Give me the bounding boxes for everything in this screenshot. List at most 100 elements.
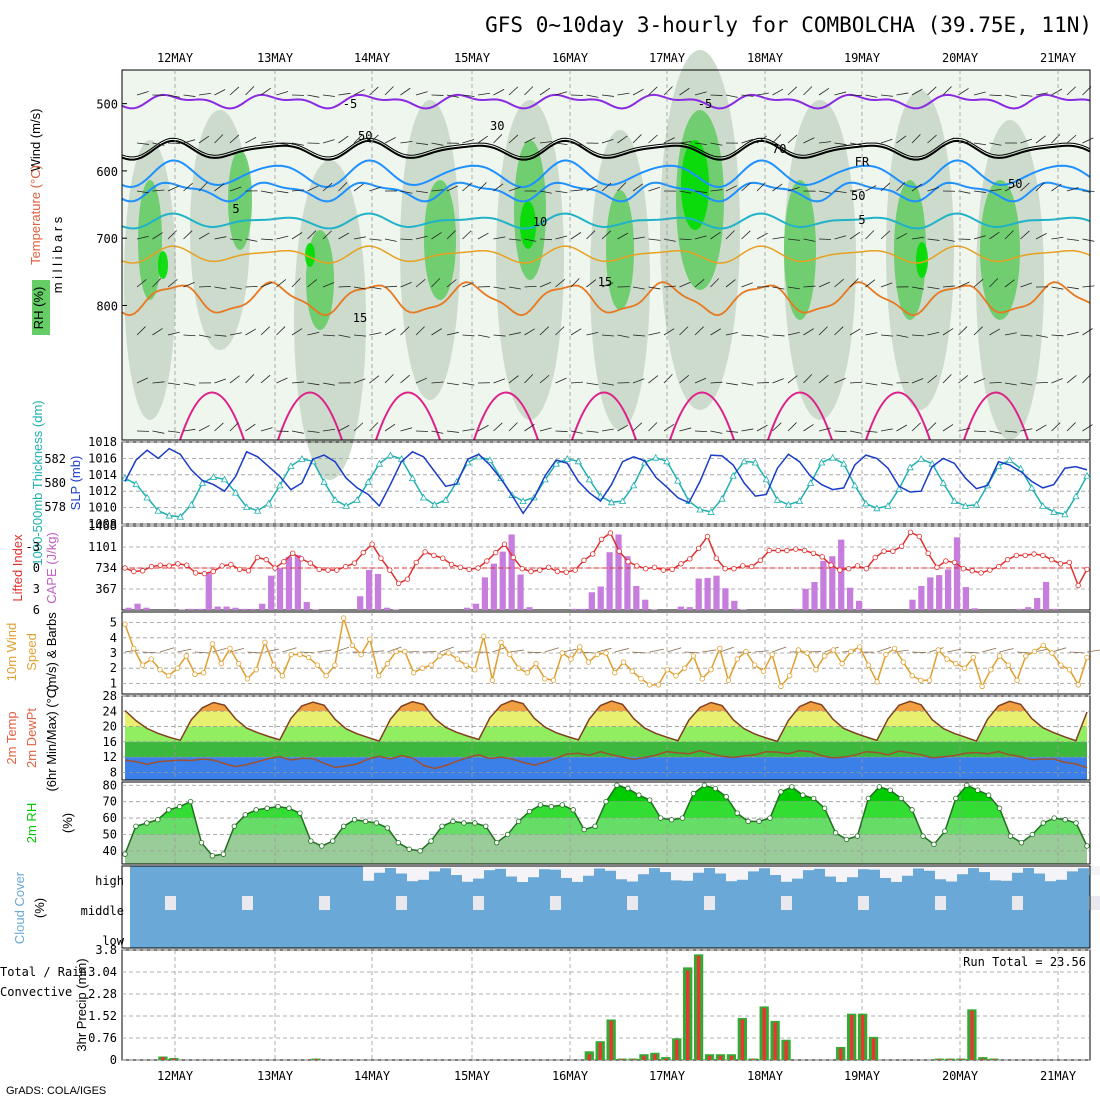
rh-shade <box>980 180 1020 320</box>
wind-barb <box>477 92 490 96</box>
rh2m-point <box>734 810 740 816</box>
wind-barb <box>167 382 180 386</box>
rh2m-point <box>603 798 609 805</box>
cloud-gap-high <box>715 866 726 874</box>
cape-bar <box>615 534 622 610</box>
thickness-point <box>585 475 594 483</box>
cloud-gap-high <box>726 866 737 882</box>
wind-barb <box>167 94 180 98</box>
lifted-index-point <box>828 562 834 568</box>
cape-bar <box>624 556 631 610</box>
isotherm-label: 15 <box>353 311 367 325</box>
bottom-date-label: 20MAY <box>942 1069 979 1083</box>
wind-barb <box>136 235 149 240</box>
wind-barb <box>586 430 599 433</box>
wind-barb <box>1035 424 1047 432</box>
wind-barb <box>183 282 195 288</box>
wind-barb <box>601 334 614 337</box>
wind10m-point <box>131 645 137 652</box>
bottom-date-label: 21MAY <box>1040 1069 1077 1083</box>
wind10-barb <box>1069 651 1084 654</box>
wind-barb <box>462 94 475 97</box>
wind-barb <box>307 279 318 288</box>
wind10m-point <box>577 644 583 650</box>
wind-barb <box>415 235 428 240</box>
cloud-gap-high <box>759 866 770 869</box>
wind-barb <box>586 382 599 386</box>
cloud-gap-mid <box>473 896 484 910</box>
wind-barb <box>400 374 410 384</box>
cape-bar <box>1016 608 1023 610</box>
wind-barb <box>183 139 196 144</box>
wind-barb <box>632 334 645 337</box>
lifted-index-point <box>1040 552 1046 559</box>
wind10-barb <box>247 651 262 654</box>
wind-barb <box>710 189 723 192</box>
wind-barb <box>1082 328 1093 336</box>
wind-barb <box>632 286 645 290</box>
wind10m-point <box>375 673 382 679</box>
bottom-date-label: 13MAY <box>257 1069 294 1083</box>
wind-barb <box>152 278 162 288</box>
lifted-index-point <box>395 580 402 587</box>
rh-shade <box>305 243 315 267</box>
wind-barb <box>555 190 568 194</box>
cloud-gap-high <box>660 866 671 873</box>
rh2m-point <box>1062 817 1068 823</box>
wind10m-point <box>603 650 609 656</box>
pressure-tick-label: 500 <box>96 98 118 112</box>
wind10m-point <box>1058 662 1064 668</box>
wind-barb <box>834 278 844 288</box>
wind-barb <box>555 235 568 240</box>
wind-barb <box>524 423 535 432</box>
wind10m-point <box>209 641 216 647</box>
cloud-cover-panel: high middle low Cloud Cover (%) <box>12 865 1100 949</box>
cape-bar <box>588 592 595 610</box>
rh2m-point <box>909 807 915 813</box>
wind-barb <box>493 286 506 290</box>
cloud-gap-high <box>561 866 572 878</box>
slp-tick-label: 1008 <box>88 517 117 531</box>
wind10m-point <box>550 677 557 684</box>
wind-barb <box>1066 134 1077 144</box>
wind-barb <box>353 134 363 144</box>
lifted-index-point <box>1066 559 1073 566</box>
wind10m-point <box>384 660 391 667</box>
cape-bar <box>357 596 364 610</box>
wind-barb <box>493 236 506 240</box>
rh2m-point <box>832 830 839 836</box>
cloud-gap-mid <box>627 896 638 910</box>
wind-barb <box>245 137 257 144</box>
wind-barb <box>741 94 754 97</box>
wind-barb <box>818 427 831 432</box>
lifted-index-point <box>307 560 314 566</box>
lifted-index-point <box>289 550 296 556</box>
wind-barb <box>617 232 629 240</box>
wind10-barb <box>439 646 454 653</box>
wind-barb <box>632 378 645 384</box>
precip-panel: 0 0.76 1.52 2.28 3.04 3.8 Run Total = 23.56 3hr… <box>0 943 1091 1067</box>
wind-barb <box>322 94 335 97</box>
cloud-gap-mid <box>1089 896 1100 910</box>
wind-barb <box>524 374 534 384</box>
rh-frame <box>121 781 1091 865</box>
precip-legend-conv: Convective <box>0 985 72 999</box>
cape-bar <box>223 606 230 610</box>
cape-bar <box>472 603 480 610</box>
slp-axis-label: SLP (mb) <box>68 456 83 511</box>
thickness-point <box>707 508 715 515</box>
wind-barb <box>617 424 629 432</box>
wind-barb <box>1051 334 1064 337</box>
wind-barb <box>369 422 379 432</box>
cape-bar <box>205 573 212 610</box>
wind-barb <box>679 190 692 194</box>
wind-barb <box>1051 88 1063 96</box>
lifted-index-point <box>978 570 984 576</box>
wind10m-point <box>620 659 627 665</box>
lifted-index-point <box>166 563 172 569</box>
wind-barb <box>291 232 303 240</box>
cape-bar <box>597 586 604 610</box>
cape-bar <box>178 609 186 610</box>
wind-tick-label: 4 <box>110 631 117 645</box>
rh2m-point <box>362 818 369 825</box>
